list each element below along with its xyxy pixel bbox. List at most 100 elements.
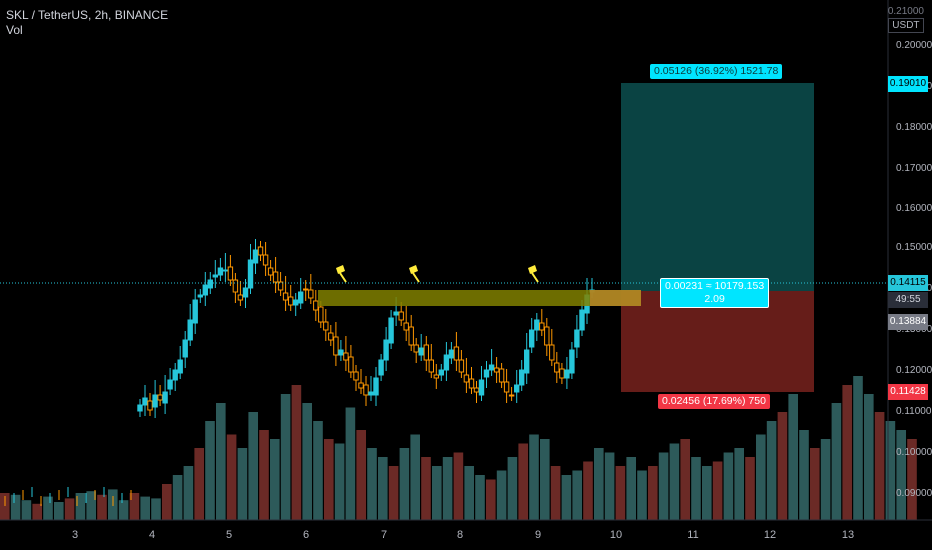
candlesticks: [4, 239, 595, 506]
candle-body: [222, 269, 229, 272]
profit-zone[interactable]: [621, 83, 814, 291]
volume-bar: [518, 443, 528, 520]
target-label[interactable]: 0.05126 (36.92%) 1521.78: [650, 64, 783, 79]
volume-bar: [86, 491, 96, 520]
volume-bar: [334, 443, 345, 520]
volume-bar: [324, 439, 334, 520]
candle-body: [343, 352, 349, 361]
candle-body: [288, 296, 294, 306]
volume-bar: [97, 494, 107, 520]
candle-body: [544, 326, 550, 346]
volume-indicator-label[interactable]: Vol: [6, 23, 23, 37]
symbol-title[interactable]: SKL / TetherUS, 2h, BINANCE: [6, 8, 169, 22]
candle-body: [212, 274, 219, 278]
volume-bar: [248, 412, 258, 520]
candle-body: [328, 332, 334, 341]
volume-bar: [604, 452, 615, 520]
price-axis-label: 0.10000: [896, 447, 932, 458]
price-axis-currency[interactable]: 0.21000 USDT: [887, 6, 924, 33]
volume-bar: [572, 470, 582, 520]
candle-body: [137, 404, 143, 412]
candle-body: [423, 344, 430, 361]
volume-bar: [712, 461, 723, 520]
volume-bar: [378, 457, 388, 520]
volume-bar: [626, 457, 636, 520]
candle-body: [257, 246, 264, 256]
candle-body: [177, 359, 183, 374]
time-axis-label: 13: [842, 529, 854, 541]
volume-bar: [140, 496, 150, 520]
volume-bar: [442, 457, 453, 520]
candle-body: [182, 339, 188, 358]
candle-body: [202, 284, 209, 296]
candle-body: [463, 374, 470, 383]
stop-label[interactable]: 0.02456 (17.69%) 750: [658, 394, 770, 409]
resistance-zone[interactable]: [318, 290, 641, 306]
volume-bar: [313, 421, 323, 520]
volume-bar: [172, 475, 183, 520]
volume-bar: [810, 448, 820, 520]
candle-body: [242, 287, 249, 298]
candle-body: [298, 291, 304, 304]
volume-bar: [777, 412, 788, 520]
candle-body: [478, 379, 485, 396]
price-axis-label: 0.09000: [896, 488, 932, 499]
candle-body: [363, 384, 369, 396]
volume-bar: [345, 407, 356, 520]
entry-label[interactable]: 0.00231 ≈ 10179.153 2.09: [660, 278, 770, 308]
entry-label-line1: 0.00231 ≈ 10179.153: [665, 280, 765, 292]
candle-body: [277, 281, 284, 291]
candle-body: [514, 384, 520, 393]
candle-body: [473, 387, 480, 393]
candle-body: [458, 359, 465, 373]
volume-bar: [410, 434, 420, 520]
candle-body: [433, 374, 440, 379]
volume-bar: [162, 484, 172, 520]
candle-body: [559, 368, 565, 379]
candle-body: [488, 364, 495, 371]
candle-body: [413, 344, 419, 353]
volume-bar: [54, 502, 64, 520]
candle-body: [313, 300, 319, 311]
candle-body: [157, 394, 163, 401]
volume-bar: [734, 448, 744, 520]
candle-body: [388, 317, 394, 344]
candle-body: [237, 294, 244, 301]
volume-bar: [129, 493, 140, 520]
time-axis-label: 4: [149, 529, 155, 541]
volume-bar: [205, 421, 215, 520]
candle-body: [353, 371, 359, 381]
flag-icon: [336, 265, 345, 274]
candle-body: [468, 378, 475, 389]
current-price-tag: 0.14115: [888, 275, 928, 291]
volume-bar: [421, 457, 431, 520]
volume-bar: [594, 448, 604, 520]
candle-body: [524, 349, 530, 374]
volume-bar: [32, 503, 42, 520]
volume-bar: [691, 457, 701, 520]
candle-body: [519, 369, 525, 386]
candle-body: [152, 394, 158, 408]
volume-bar: [745, 457, 755, 520]
volume-bar: [183, 466, 194, 520]
volume-bar: [64, 498, 75, 520]
volume-bar: [648, 466, 658, 520]
price-axis-label: 0.16000: [896, 203, 932, 214]
candle-body: [438, 369, 445, 376]
volume-bar: [723, 452, 734, 520]
volume-bar: [864, 394, 874, 520]
candle-body: [483, 369, 490, 378]
candle-body: [167, 379, 173, 390]
candle-body: [574, 329, 580, 348]
candle-body: [318, 306, 324, 323]
candle-body: [172, 369, 178, 381]
time-axis-label: 3: [72, 529, 78, 541]
time-axis-label: 11: [687, 529, 698, 541]
time-axis-label: 6: [303, 529, 309, 541]
volume-bar: [259, 430, 269, 520]
volume-bar: [486, 479, 496, 520]
volume-bar: [561, 475, 572, 520]
candle-body: [348, 356, 354, 373]
flag-icon: [528, 265, 537, 274]
